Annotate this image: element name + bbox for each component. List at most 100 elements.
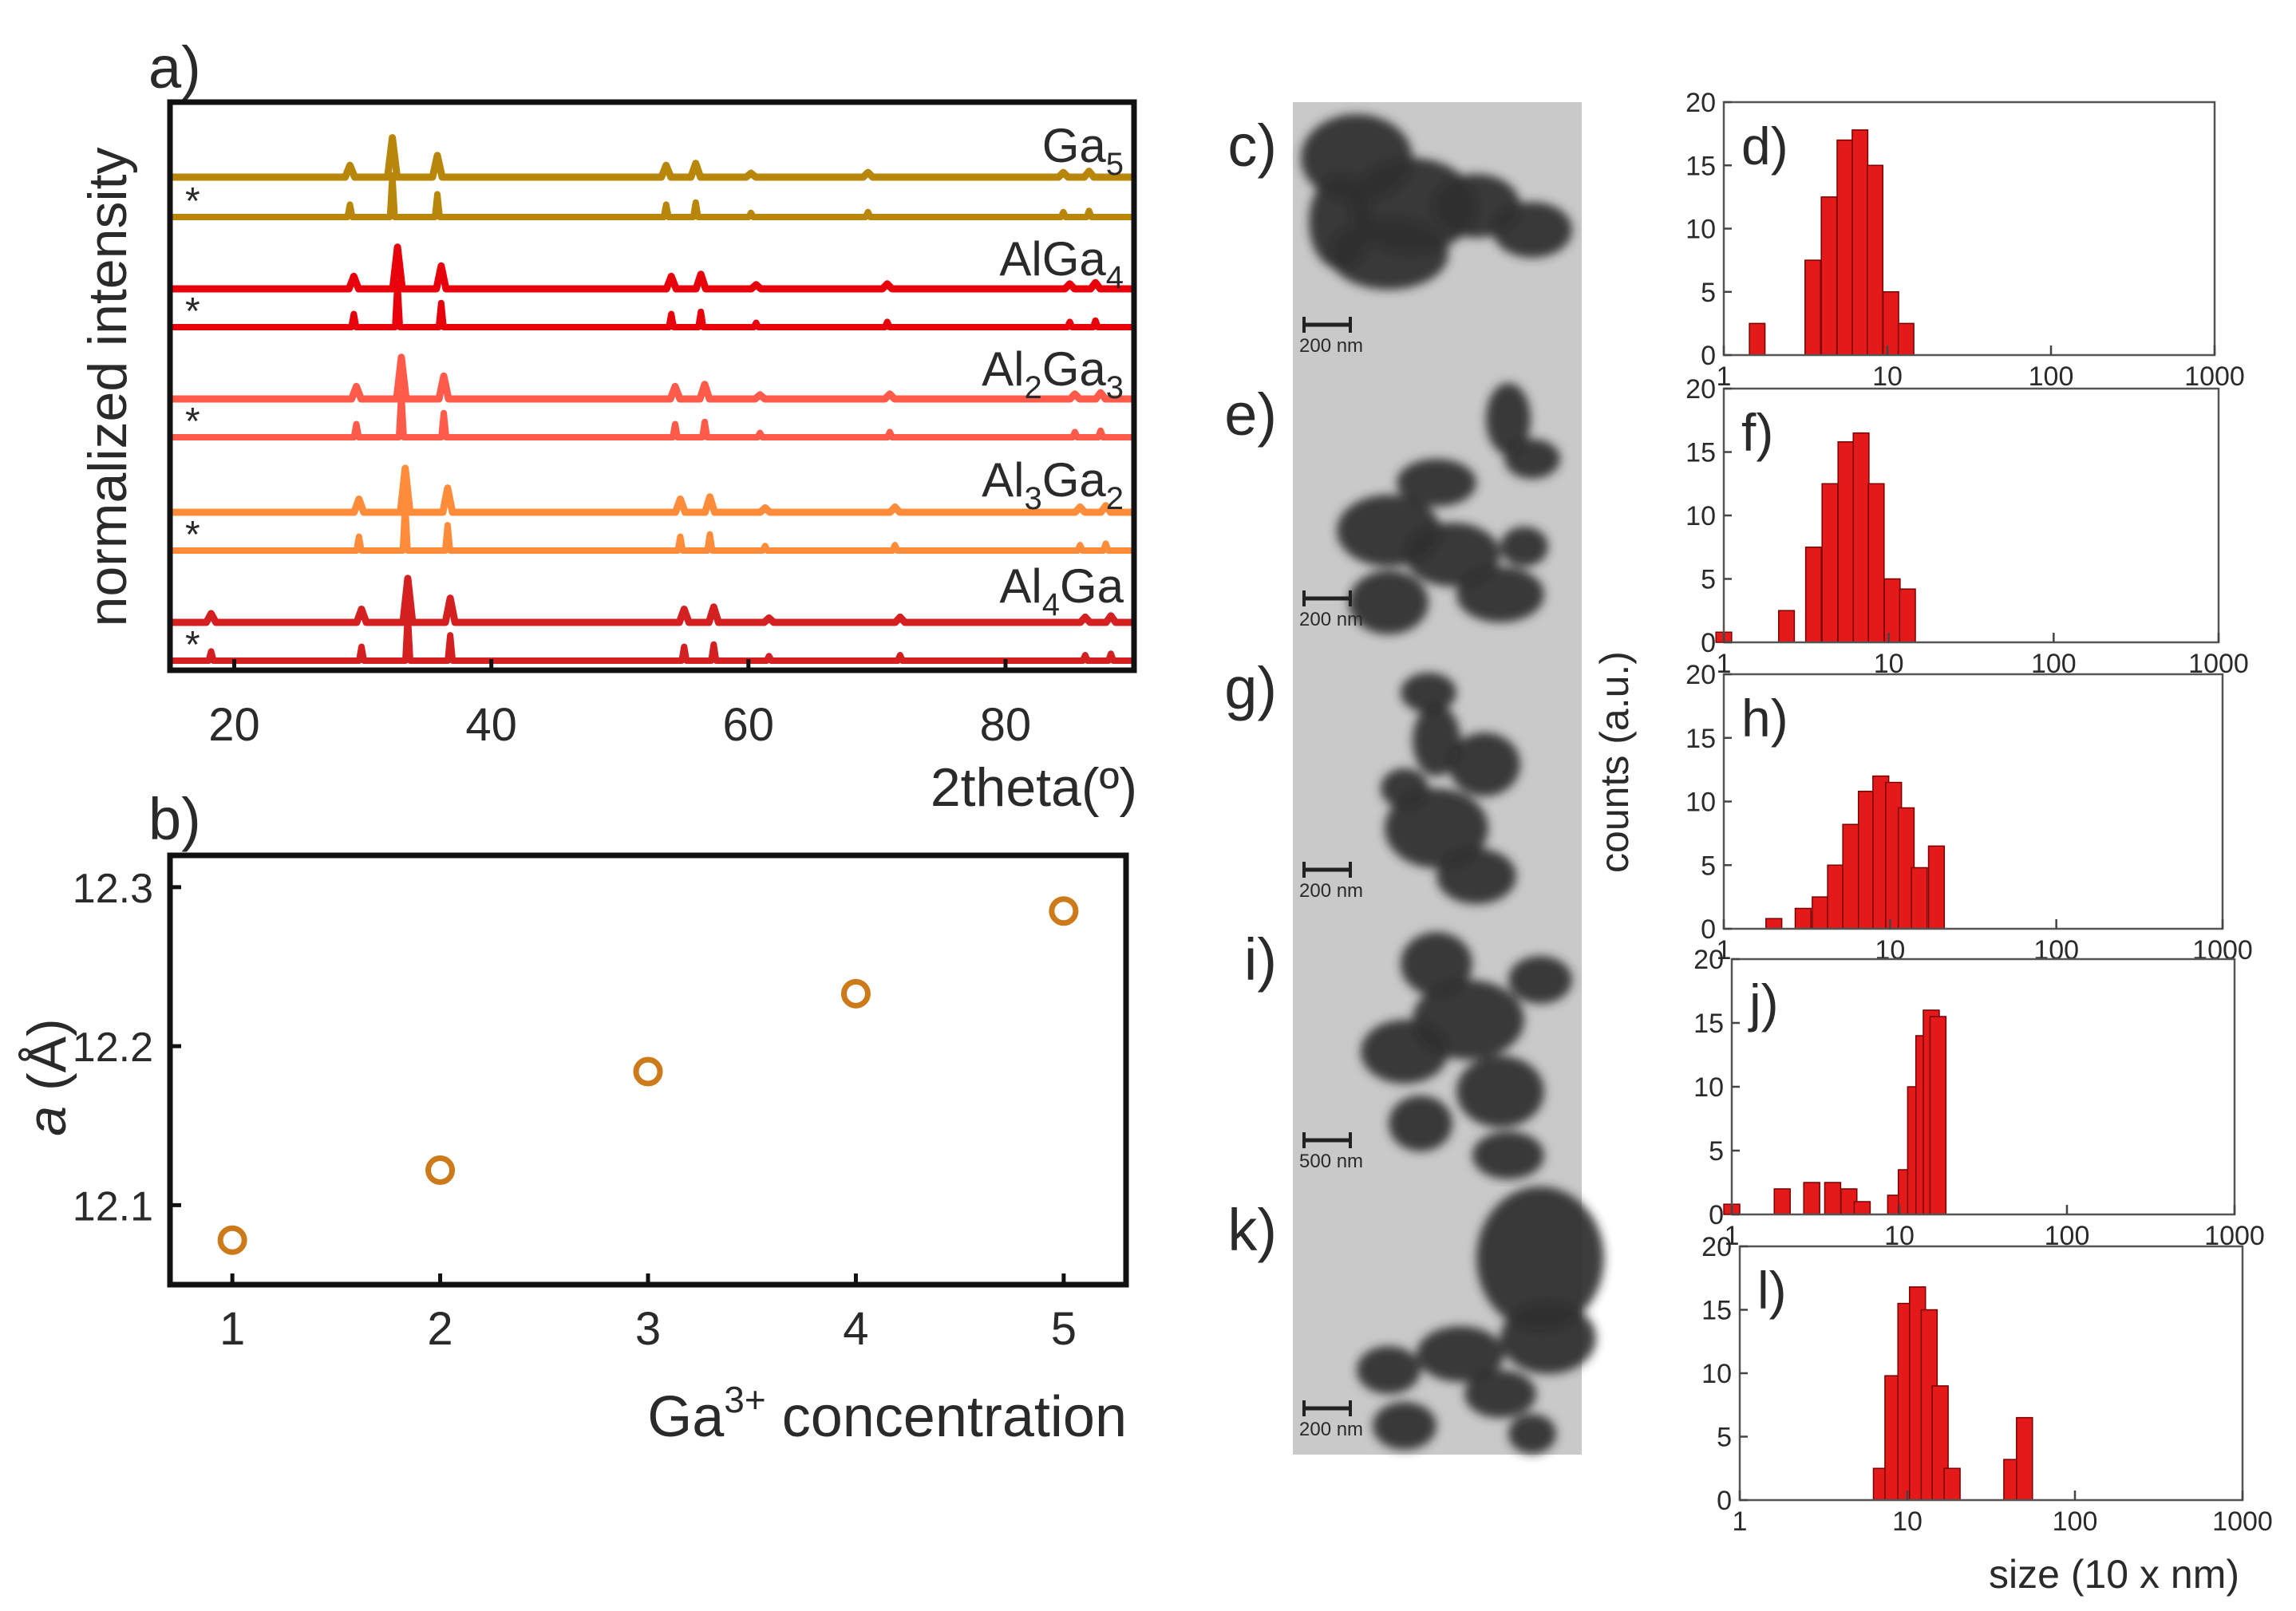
tem-particle [1381,768,1429,808]
histogram-x-tick-label: 100 [2029,361,2074,392]
lattice-x-axis-label: Ga3+ concentration [647,1379,1127,1449]
histogram-y-tick-label: 20 [1685,88,1716,118]
tem-particle [1413,705,1460,776]
tem-particle [1492,202,1572,258]
histogram-x-tick-label: 10 [1875,935,1905,965]
histogram-y-tick-label: 20 [1685,374,1716,405]
histogram-y-tick-label: 0 [1709,1200,1724,1230]
tem-particle [1417,1326,1504,1382]
histogram-panel-label: f) [1741,403,1773,462]
tem-particle [1486,383,1531,455]
scale-bar-label: 500 nm [1299,1151,1363,1172]
histogram-bar [1911,867,1928,930]
histogram-y-tick-label: 5 [1709,1136,1724,1167]
histogram-bar [1897,322,1915,356]
histogram-x-tick-label: 1 [1725,1221,1740,1251]
series-label-sub: 4 [1042,587,1060,622]
histogram-bar [1820,196,1838,356]
histogram-y-tick-label: 0 [1701,914,1716,945]
series-label-base2: Ga [1060,559,1124,613]
xrd-series-label: AlGa4 [999,232,1124,295]
lattice-x-axis-base: Ga [647,1385,725,1449]
lattice-y-axis-unit: (Å) [17,1018,77,1106]
histogram-panel-label: j) [1748,973,1779,1033]
histogram-bar [1929,1016,1947,1215]
histogram-bar [1851,129,1869,356]
lattice-y-tick-label: 12.2 [73,1025,153,1071]
xrd-reference-trace [170,280,1134,330]
tem-particle [1397,459,1476,507]
histogram-bar [1773,1188,1791,1215]
histogram-bar [1842,823,1859,930]
reference-marker: * [185,624,200,666]
series-label-sub: 3 [1024,481,1041,516]
histogram-y-tick-label: 0 [1701,628,1716,658]
xrd-series-ga5: * Ga5 [170,119,1134,223]
lattice-data-point [633,1056,663,1087]
tem-particle [1464,1370,1536,1418]
histogram-bar [1883,578,1901,643]
tem-particle [1401,932,1472,996]
tem-panel-label: k) [1227,1197,1277,1263]
tem-particle-cluster [1361,932,1572,1179]
xrd-panel: a) normalized intensity *Ga5*AlGa4*Al2Ga… [77,34,1137,818]
tem-particle [1401,673,1456,713]
series-label-base2: Ga [1042,453,1107,507]
xrd-plot-frame [167,99,1137,673]
size-histogram-d: 1 10 100 1000 0 5 10 15 20 d) [1685,88,2245,392]
lattice-panel: b) 1 2 3 4 5 12.1 12.2 12.3 a (Å) Ga3+ concentr… [17,786,1129,1449]
tem-particle [1508,956,1572,1004]
histogram-y-tick-label: 5 [1717,1423,1732,1453]
xrd-x-tick-label: 80 [980,699,1032,751]
histogram-frame [1738,1245,2244,1502]
xrd-series-al3ga2: * Al3Ga2 [170,453,1134,556]
lattice-y-tick-label: 12.3 [73,866,153,912]
xrd-series-label: Al2Ga3 [982,342,1124,405]
histogram-bar [1943,1467,1961,1501]
reference-marker: * [185,290,200,333]
tem-particle [1385,788,1488,868]
series-label-base: Al [982,342,1024,396]
histogram-x-tick-label: 10 [1892,1506,1923,1537]
histogram-y-tick-label: 0 [1717,1486,1732,1516]
size-histogram-h: 1 10 100 1000 0 5 10 15 20 h) [1685,660,2253,965]
histogram-bar [1824,1182,1842,1215]
tem-particle-cluster [1301,114,1572,290]
tem-particle [1405,523,1500,586]
histogram-bar [1749,322,1766,356]
tem-particle [1309,174,1373,270]
lattice-x-tick-label: 4 [843,1303,868,1355]
lattice-data-point [1049,896,1079,926]
tem-panel-label: i) [1244,926,1277,993]
tem-particle [1500,527,1548,567]
lattice-x-tick-label: 3 [635,1303,661,1355]
histogram-bar [1853,1201,1871,1215]
scale-bar-label: 200 nm [1299,880,1363,902]
histogram-panel-label: d) [1741,116,1788,176]
lattice-data-point [840,978,871,1009]
tem-particle [1436,848,1516,904]
histogram-y-tick-label: 10 [1685,788,1716,818]
xrd-x-tick-label: 60 [723,699,775,751]
histogram-frame [1722,101,2216,357]
xrd-reference-trace [170,390,1134,440]
histogram-bar [1827,864,1844,930]
tem-particle [1472,1131,1544,1179]
histogram-panel-label: l) [1757,1261,1787,1320]
histogram-y-tick-label: 5 [1701,565,1716,595]
histogram-y-tick-label: 10 [1685,501,1716,531]
histogram-y-axis-label: counts (a.u.) [1592,651,1637,873]
lattice-y-axis-var: a [17,1106,77,1136]
tem-panel-label: c) [1227,113,1277,179]
tem-panel-label: g) [1224,655,1277,721]
histogram-bar [1794,907,1812,930]
xrd-series-al2ga3: * Al2Ga3 [170,342,1134,443]
xrd-measured-trace [170,134,1134,181]
histogram-frame [1722,387,2220,644]
histogram-bar [1866,164,1883,356]
tem-particle [1500,1302,1596,1374]
lattice-x-axis-sup: 3+ [724,1379,765,1420]
histogram-bar [1899,588,1916,643]
